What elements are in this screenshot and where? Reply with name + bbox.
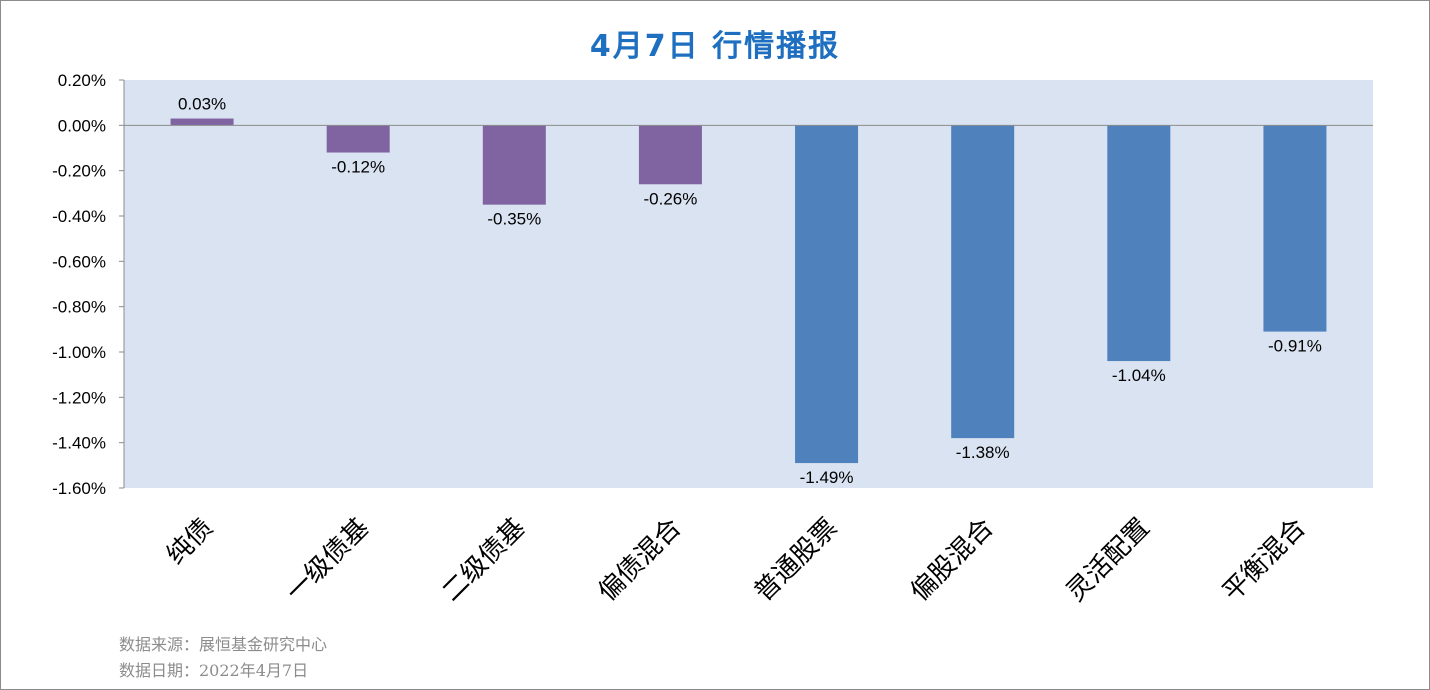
- data-label: -0.91%: [1268, 337, 1322, 356]
- y-tick-label: -0.80%: [52, 298, 106, 317]
- y-tick-label: -1.20%: [52, 388, 106, 407]
- x-tick-label: 平衡混合: [1217, 513, 1312, 608]
- x-tick-label: 普通股票: [749, 513, 844, 608]
- bar: [1263, 125, 1327, 332]
- chart-title: 4月7日 行情播报: [589, 29, 841, 64]
- y-tick-label: -1.60%: [52, 479, 106, 498]
- x-tick-label: 灵活配置: [1061, 513, 1156, 608]
- data-label: -0.12%: [331, 158, 385, 177]
- bar: [1107, 125, 1171, 362]
- y-tick-label: -1.00%: [52, 343, 106, 362]
- x-tick-label: 二级债基: [436, 513, 531, 608]
- data-source-note: 数据来源：展恒基金研究中心: [119, 635, 328, 654]
- y-tick-label: -1.40%: [52, 434, 106, 453]
- bar: [482, 125, 546, 205]
- bar: [951, 125, 1015, 439]
- bar: [326, 125, 390, 153]
- data-label: -0.35%: [487, 210, 541, 229]
- data-label: -1.49%: [800, 468, 854, 487]
- y-tick-label: -0.40%: [52, 207, 106, 226]
- data-label: 0.03%: [178, 95, 226, 114]
- bar: [638, 125, 702, 185]
- y-tick-label: -0.20%: [52, 162, 106, 181]
- y-tick-label: 0.00%: [58, 116, 106, 135]
- data-label: -1.04%: [1112, 366, 1166, 385]
- y-tick-label: 0.20%: [58, 71, 106, 90]
- bar: [795, 125, 859, 464]
- data-label: -0.26%: [644, 189, 698, 208]
- data-label: -1.38%: [956, 443, 1010, 462]
- x-tick-label: 一级债基: [280, 513, 375, 608]
- plot-area: [124, 80, 1373, 488]
- x-tick-label: 偏债混合: [593, 513, 688, 608]
- x-tick-label: 偏股混合: [905, 513, 1000, 608]
- x-tick-label: 纯债: [161, 513, 219, 571]
- bar: [170, 118, 234, 126]
- data-date-note: 数据日期：2022年4月7日: [119, 661, 309, 680]
- y-tick-label: -0.60%: [52, 252, 106, 271]
